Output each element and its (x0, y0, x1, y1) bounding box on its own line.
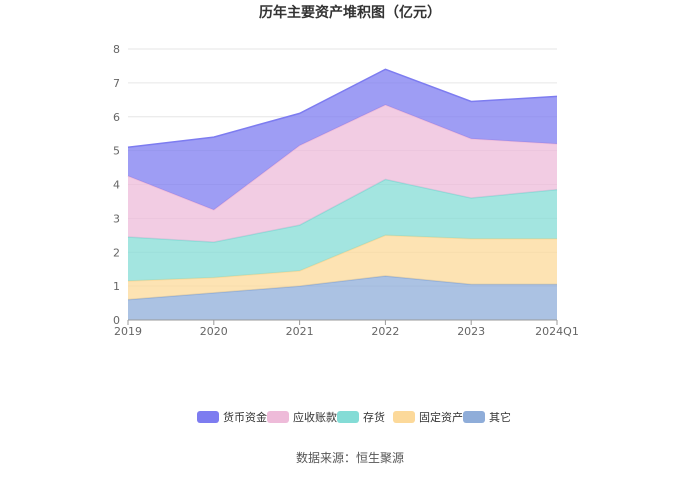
legend-swatch (337, 411, 359, 423)
legend-item[interactable]: 其它 (463, 410, 511, 424)
area-series-3[interactable] (128, 104, 557, 243)
area-series-4[interactable] (128, 69, 557, 210)
y-tick-label: 4 (113, 179, 120, 192)
chart-title: 历年主要资产堆积图（亿元） (259, 4, 441, 21)
legend-item[interactable]: 应收账款 (267, 410, 337, 424)
y-tick-label: 2 (113, 246, 120, 259)
legend-item[interactable]: 存货 (337, 410, 385, 424)
area-series-2[interactable] (128, 179, 557, 282)
legend-item[interactable]: 货币资金 (197, 410, 267, 424)
axes: 0 1 2 3 4 5 6 7 8 2019 2020 2021 2022 2023 2024Q1 (113, 43, 579, 338)
y-tick-label: 6 (113, 111, 120, 124)
x-tick-label: 2022 (371, 325, 399, 338)
source-note: 数据来源：恒生聚源 (296, 450, 404, 465)
legend-swatch (393, 411, 415, 423)
area-series-1[interactable] (128, 235, 557, 300)
area-series (127, 68, 558, 320)
legend-label: 货币资金 (223, 410, 267, 424)
legend-label: 应收账款 (293, 410, 337, 424)
x-tick-label: 2023 (457, 325, 485, 338)
y-tick-label: 3 (113, 212, 120, 225)
x-tick-label: 2019 (114, 325, 142, 338)
x-tick-label: 2021 (286, 325, 314, 338)
legend-label: 固定资产 (419, 410, 463, 424)
y-tick-label: 1 (113, 280, 120, 293)
y-tick-label: 8 (113, 43, 120, 56)
x-tick-label: 2024Q1 (535, 325, 579, 338)
legend-swatch (267, 411, 289, 423)
legend-swatch (197, 411, 219, 423)
legend-item[interactable]: 固定资产 (393, 410, 463, 424)
y-tick-label: 5 (113, 145, 120, 158)
legend: 货币资金 应收账款 存货 固定资产 其它 (197, 410, 511, 424)
x-tick-label: 2020 (200, 325, 228, 338)
legend-label: 其它 (489, 410, 511, 424)
y-tick-label: 0 (113, 314, 120, 327)
y-tick-label: 7 (113, 77, 120, 90)
area-series-0[interactable] (128, 275, 557, 320)
legend-swatch (463, 411, 485, 423)
legend-label: 存货 (363, 410, 385, 424)
line-series-4 (127, 68, 558, 148)
